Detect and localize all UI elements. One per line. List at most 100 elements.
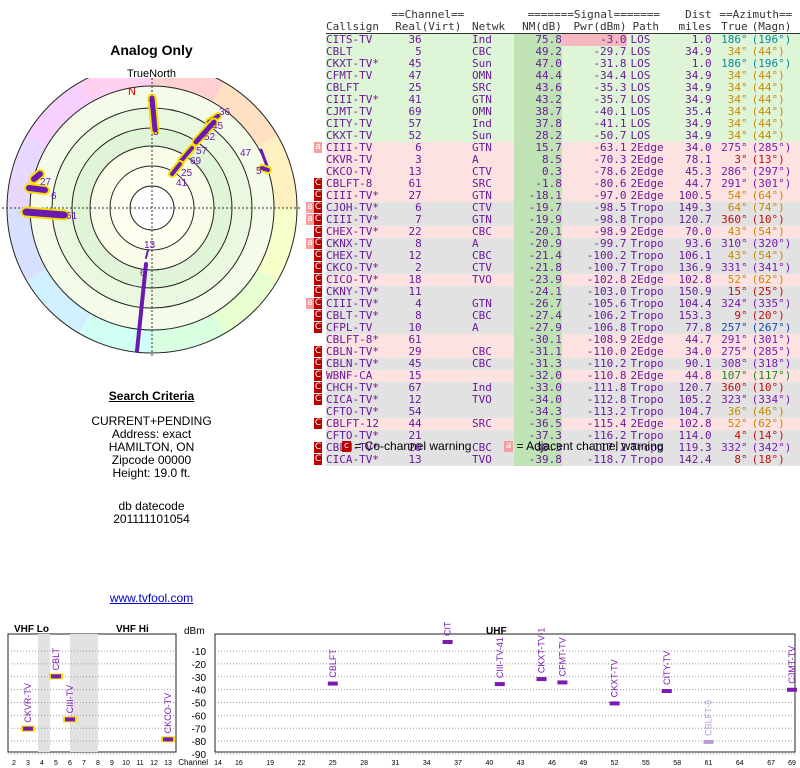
marker-label: CJMT-TV [787,646,797,684]
cell-virt [422,154,468,166]
cell-dist: 102.8 [678,417,712,430]
cell-cs: a C CIII-TV* [306,214,388,226]
cell-path: Tropo [630,297,664,310]
station-table: ==Channel== =======Signal======= Dist ==… [306,9,800,466]
table-row: CFTO-TV* 54 -34.3 -113.2 Tropo 104.7 36° (46°) [326,406,800,418]
cell-virt [422,286,468,298]
cell-magn: (341°) [751,261,792,274]
cell-nm: 8.5 [513,154,562,166]
cell-true: 291° [721,177,748,190]
y-tick-label: -10 [192,647,207,658]
cell-dist: 120.7 [678,381,712,394]
cell-path: 2Edge [630,165,664,178]
cell-path: Tropo [630,321,664,334]
cell-path: 2Edge [630,153,664,166]
x-tick-label: 64 [736,760,744,767]
cell-true: 323° [721,393,748,406]
cell-dist: 153.3 [678,309,712,322]
warning-flags: C [306,346,324,358]
col-path: Path [632,20,660,33]
channel-group-header: ==Channel== [391,8,465,21]
cell-pwr: -99.7 [593,237,627,250]
cell-path: Tropo [630,453,664,466]
cell-dist: 35.4 [685,105,712,118]
callsign: CBLT-TV* [326,309,379,322]
cell-nm: -39.8 [513,454,562,466]
cell-real: 4 [415,297,422,310]
site-link[interactable]: www.tvfool.com [109,591,194,605]
callsign: CKXT-TV [326,129,373,142]
x-tick-label: 40 [485,760,493,767]
cell-dist: 104.7 [678,405,712,418]
x-tick-label: 10 [122,760,130,767]
spectrum-marker [442,640,453,644]
cell-nm: -26.7 [513,298,562,310]
cell-nm: 37.8 [513,118,562,130]
cell-true: 34° [727,93,748,106]
cell-path: LOS [630,81,651,94]
table-row: C CBLT-TV* 8 CBC -27.4 -106.2 Tropo 153.3 9° (20°… [314,309,800,322]
cell-cs: C CICA-TV* [314,454,388,466]
cell-pwr: -118.7 [586,453,627,466]
cell-net: CBC [471,345,492,358]
cell-virt [422,226,468,238]
cell-magn: (10°) [751,381,785,394]
cell-virt [422,130,468,142]
table-row: C CBLN-TV* 29 CBC -31.1 -110.0 2Edge 34.0 275° (2… [314,345,800,358]
cell-dist: 34.9 [685,45,712,58]
station-bar [193,119,217,145]
table-row: C CICA-TV* 13 TVO -39.8 -118.7 Tropo 142.4 8° (18… [314,453,800,466]
co-channel-warning-icon: C [314,238,322,249]
callsign: CKVR-TV [326,153,373,166]
cell-pwr: -29.7 [593,45,627,58]
cell-pwr: -116.2 [586,429,627,442]
table-group-header-row: ==Channel== =======Signal======= Dist ==… [326,9,800,21]
cell-pwr: -106.8 [586,321,627,334]
co-channel-warning-icon: C [314,298,322,309]
cell-real: 2 [415,261,422,274]
co-channel-warning-icon: C [314,202,322,213]
cell-pwr: -3.0 [561,33,627,46]
cell-real: 57 [408,117,422,130]
co-channel-warning-icon: C [314,322,322,333]
cell-real: 22 [408,225,422,238]
cell-true: 324° [721,297,748,310]
cell-virt [422,310,468,322]
cell-magn: (13°) [751,153,785,166]
callsign: CFTO-TV* [326,429,379,442]
marker-label: CIII-TV [65,685,75,714]
cell-nm: -31.3 [513,358,562,370]
warning-flags: C [306,262,324,274]
co-channel-warning-icon: C [314,226,322,237]
co-channel-warning-icon: C [314,418,322,429]
cell-nm: 44.4 [513,70,562,82]
callsign: CFPL-TV [326,321,373,334]
cell-cs: C CHCH-TV* [314,382,388,394]
cell-dist: 1.0 [691,57,712,70]
cell-dist: 34.0 [685,345,712,358]
cell-pwr: -98.5 [593,201,627,214]
station-label: 45 [212,121,224,132]
cell-net: GTN [471,189,492,202]
cell-net: CBC [471,309,492,322]
cell-pwr: -98.8 [593,213,627,226]
cell-virt [422,358,468,370]
co-channel-warning-icon: C [314,346,322,357]
station-bar [135,262,148,353]
cell-path: LOS [630,129,651,142]
table-row: CFMT-TV 47 OMN 44.4 -34.4 LOS 34.9 34° (44°) [326,70,800,82]
unit-label: dBm [184,626,205,637]
cell-net: CTV [471,261,492,274]
callsign: CBLT [326,45,353,58]
table-row: CBLT 5 CBC 49.2 -29.7 LOS 34.9 34° (44°) [326,46,800,58]
cell-true: 275° [721,345,748,358]
cell-pwr: -111.8 [586,381,627,394]
cell-virt [422,70,468,82]
warning-legend: c = Co-channel warning a = Adjacent chan… [342,439,664,453]
cell-dist: 44.7 [685,333,712,346]
cell-path: Tropo [630,285,664,298]
cell-cs: C CHEX-TV [314,250,388,262]
cell-virt [422,454,468,466]
cell-true: 275° [721,141,748,154]
